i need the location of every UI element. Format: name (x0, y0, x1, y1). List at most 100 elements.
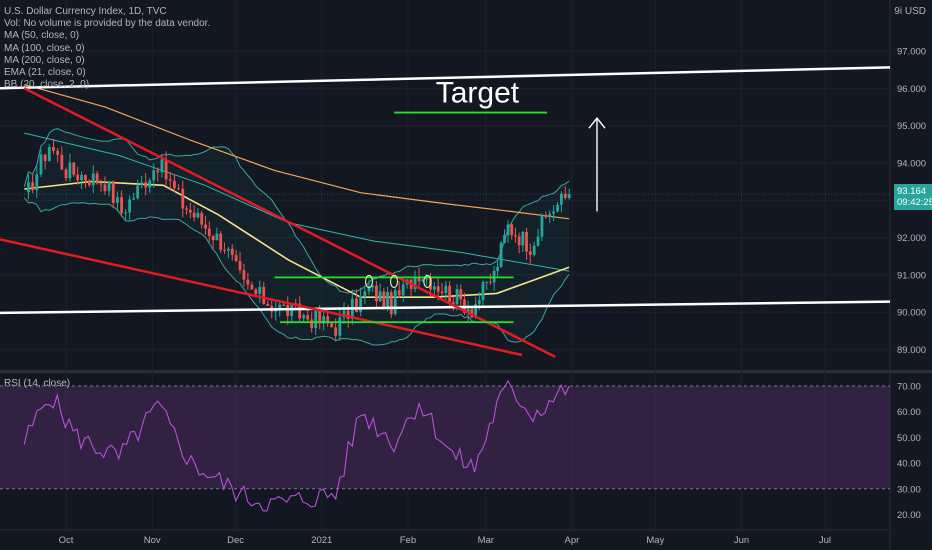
candle-body (448, 285, 452, 302)
indicator-bb[interactable]: BB (20, close, 2, 0) (4, 79, 90, 91)
touch-marker (389, 274, 399, 289)
candle-body (56, 150, 60, 155)
time-tick-label: Oct (59, 535, 74, 546)
candle-body (417, 277, 421, 282)
candle-body (99, 183, 103, 185)
candle-body (389, 292, 393, 315)
candle-body (152, 170, 156, 181)
bollinger-fill (24, 128, 570, 345)
indicator-ema21[interactable]: EMA (21, close, 0) (4, 67, 86, 79)
candle-body (258, 286, 262, 294)
price-tick-label: 95.000 (897, 121, 926, 132)
currency-label[interactable]: 9i USD (894, 6, 926, 17)
candle-body (552, 211, 556, 214)
candle-body (234, 255, 238, 261)
candle-body (346, 310, 350, 319)
candle-body (496, 267, 499, 271)
touch-marker (364, 274, 374, 289)
symbol-title[interactable]: U.S. Dollar Currency Index, 1D, TVC (4, 6, 167, 17)
candle-body (393, 290, 397, 315)
candle-body (107, 181, 111, 192)
candle-body (521, 231, 525, 246)
time-tick-label: Nov (144, 535, 161, 546)
touch-marker (423, 274, 432, 289)
candle-body (474, 304, 477, 318)
time-tick-label: Feb (400, 535, 416, 546)
candle-body (262, 286, 266, 304)
candle-body (103, 184, 107, 192)
candle-body (250, 284, 254, 290)
ma200-line (24, 84, 570, 220)
candle-body (84, 174, 87, 181)
candle-body (506, 224, 510, 236)
candle-body (375, 285, 378, 302)
candle-body (95, 173, 99, 184)
candle-body (466, 308, 470, 313)
price-tick-label: 89.000 (897, 345, 926, 356)
candle-body (192, 212, 196, 218)
candle-body (382, 291, 386, 308)
candle-body (27, 182, 30, 193)
candle-body (230, 248, 234, 256)
rsi-legend[interactable]: RSI (14, close) (4, 378, 71, 389)
candle-body (87, 180, 91, 186)
indicator-ma100[interactable]: MA (100, close, 0) (4, 42, 85, 54)
candle-body (342, 310, 346, 318)
candle-body (181, 188, 185, 209)
candle-body (140, 182, 144, 186)
candle-body (489, 281, 492, 283)
candle-body (318, 310, 322, 324)
rsi-tick-label: 30.00 (897, 484, 921, 495)
bollinger-upper (23, 128, 570, 294)
candle-body (310, 319, 314, 329)
candle-body (156, 170, 160, 173)
candle-body (185, 208, 188, 210)
candle-body (517, 236, 521, 246)
indicator-ma200[interactable]: MA (200, close, 0) (4, 54, 85, 66)
candle-body (499, 242, 503, 268)
candle-body (120, 197, 123, 214)
candle-body (204, 224, 207, 229)
time-tick-label: Apr (565, 535, 580, 546)
candle-body (455, 289, 459, 304)
candle-body (60, 154, 64, 170)
currency-code: USD (904, 6, 926, 17)
time-tick-label: Jun (734, 535, 749, 546)
candle-body (386, 292, 389, 308)
candle-body (477, 299, 481, 305)
time-tick-label: 2021 (311, 535, 332, 546)
ma50-line (24, 180, 570, 299)
candle-body (177, 188, 180, 190)
candle-body (200, 212, 204, 225)
candle-body (148, 180, 152, 188)
rsi-tick-label: 20.00 (897, 510, 921, 521)
candle-body (444, 285, 448, 294)
currency-prefix: 9i (894, 6, 903, 17)
candle-body (485, 281, 489, 283)
candle-body (91, 173, 95, 186)
candle-body (532, 245, 536, 255)
candle-body (242, 270, 246, 280)
candle-body (254, 289, 258, 294)
candle-body (223, 249, 226, 251)
candle-body (173, 180, 176, 189)
candle-body (371, 285, 375, 288)
candle-body (510, 224, 514, 236)
candle-body (326, 316, 330, 324)
candle-body (470, 308, 474, 318)
candle-body (116, 197, 119, 203)
candle-body (302, 315, 306, 319)
panel-separator (0, 370, 932, 373)
candle-body (188, 209, 192, 213)
candle-body (47, 146, 51, 161)
candle-body (298, 303, 302, 319)
candle-body (31, 182, 35, 191)
candle-body (413, 277, 417, 289)
rsi-line (23, 379, 570, 512)
indicator-ma50[interactable]: MA (50, close, 0) (4, 30, 80, 42)
candle-body (432, 286, 436, 290)
candle-body (286, 304, 290, 317)
candle-body (168, 179, 172, 181)
candle-body (306, 315, 310, 320)
channel-top-line (0, 66, 891, 90)
